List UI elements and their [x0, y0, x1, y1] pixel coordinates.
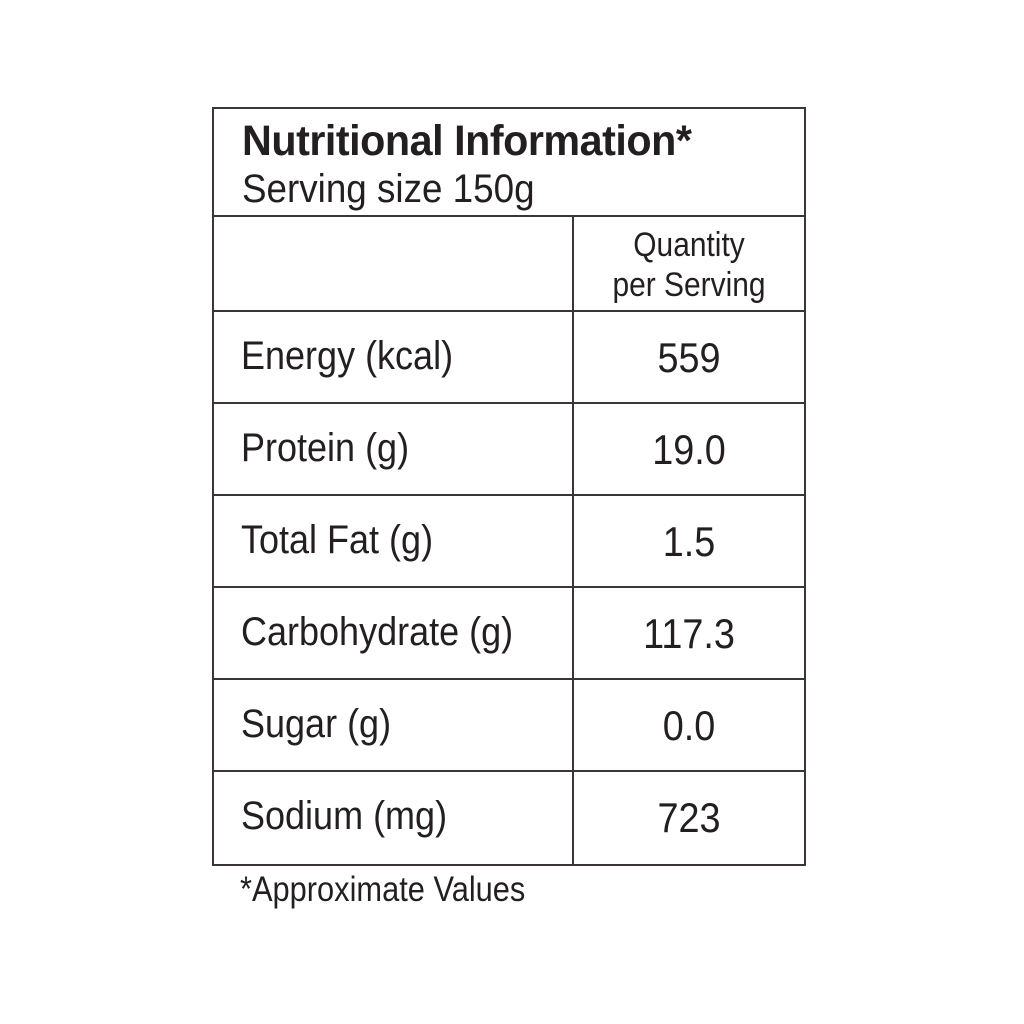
- nutrient-label: Protein (g): [241, 426, 410, 470]
- nutrient-label: Energy (kcal): [241, 334, 454, 378]
- nutrient-value: 0.0: [662, 702, 716, 749]
- nutrient-label: Total Fat (g): [241, 518, 434, 562]
- footnote: *Approximate Values: [240, 870, 526, 909]
- nutrient-label: Carbohydrate (g): [241, 610, 514, 654]
- table-row: Total Fat (g) 1.5: [214, 496, 804, 588]
- table-header-row: Quantity per Serving: [214, 217, 804, 312]
- nutrient-label: Sugar (g): [241, 702, 392, 746]
- table-row: Carbohydrate (g) 117.3: [214, 588, 804, 680]
- nutrition-table: Nutritional Information* Serving size 15…: [212, 107, 806, 866]
- table-row: Protein (g) 19.0: [214, 404, 804, 496]
- nutrient-value: 19.0: [652, 426, 726, 473]
- table-row: Energy (kcal) 559: [214, 312, 804, 404]
- nutrient-value: 117.3: [643, 610, 735, 657]
- nutrient-value: 1.5: [662, 518, 716, 565]
- panel-title: Nutritional Information*: [242, 117, 692, 165]
- quantity-header-line2: per Serving: [612, 266, 766, 304]
- table-row: Sodium (mg) 723: [214, 772, 804, 864]
- title-section: Nutritional Information* Serving size 15…: [214, 109, 804, 217]
- nutrient-value: 559: [657, 334, 721, 381]
- quantity-header: Quantity per Serving: [588, 225, 790, 305]
- nutrient-label: Sodium (mg): [241, 794, 448, 838]
- column-divider: [572, 217, 574, 864]
- table-row: Sugar (g) 0.0: [214, 680, 804, 772]
- quantity-header-line1: Quantity: [633, 226, 745, 264]
- nutrient-value: 723: [657, 794, 721, 841]
- serving-size: Serving size 150g: [242, 167, 535, 211]
